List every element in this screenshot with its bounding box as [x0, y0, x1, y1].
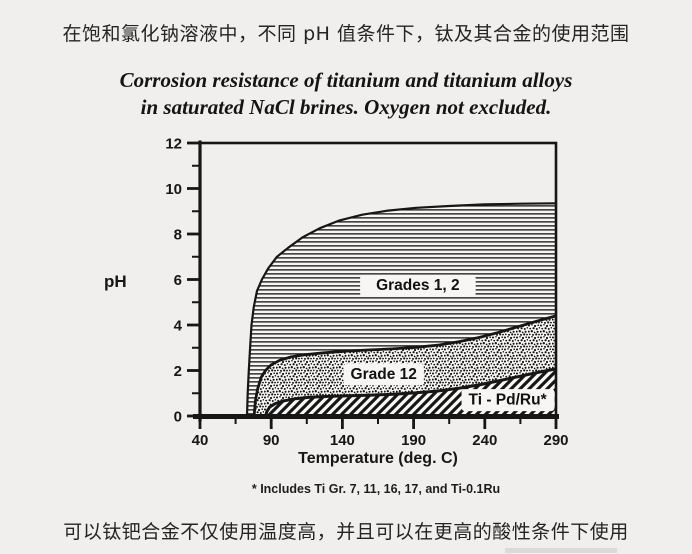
y-tick-label: 8	[174, 227, 182, 244]
x-tick-label: 90	[263, 432, 280, 449]
figure-title-line2: in saturated NaCl brines. Oxygen not exc…	[140, 95, 552, 119]
region-label-grades-1-2: Grades 1, 2	[360, 274, 476, 297]
region-boundary-grades-1-2	[245, 202, 557, 417]
region-label-ti-pd-ru: Ti - Pd/Ru*	[461, 389, 555, 412]
region-label-text: Ti - Pd/Ru*	[469, 392, 548, 409]
region-label-grade-12: Grade 12	[343, 363, 424, 386]
chart-footnote: * Includes Ti Gr. 7, 11, 16, 17, and Ti-…	[251, 482, 501, 496]
figure-title-line1: Corrosion resistance of titanium and tit…	[119, 68, 573, 92]
region-label-box	[360, 274, 476, 297]
x-tick-label: 140	[330, 432, 355, 449]
y-axis-label: pH	[104, 272, 127, 291]
x-tick-label: 240	[472, 432, 497, 449]
region-label-box	[461, 389, 555, 412]
y-tick-label: 2	[174, 363, 182, 380]
y-tick-label: 10	[165, 181, 182, 198]
x-axis-label: Temperature (deg. C)	[298, 450, 458, 467]
scan-artifact	[505, 548, 617, 553]
y-tick-label: 4	[174, 318, 183, 335]
region-label-text: Grades 1, 2	[376, 277, 460, 294]
x-tick-label: 290	[543, 432, 568, 449]
y-tick-label: 6	[174, 272, 182, 289]
x-tick-label: 190	[401, 432, 426, 449]
y-tick-label: 0	[174, 409, 182, 426]
top-caption: 在饱和氯化钠溶液中，不同 pH 值条件下，钛及其合金的使用范围	[62, 23, 630, 45]
x-tick-label: 40	[192, 432, 209, 449]
region-boundary-grade-12	[252, 314, 557, 417]
region-label-box	[343, 363, 424, 386]
region-boundary-ti-pd-ru	[264, 367, 557, 417]
bottom-caption: 可以钛钯合金不仅使用温度高，并且可以在更高的酸性条件下使用	[63, 521, 629, 543]
region-label-text: Grade 12	[351, 366, 417, 383]
y-tick-label: 12	[165, 136, 182, 153]
